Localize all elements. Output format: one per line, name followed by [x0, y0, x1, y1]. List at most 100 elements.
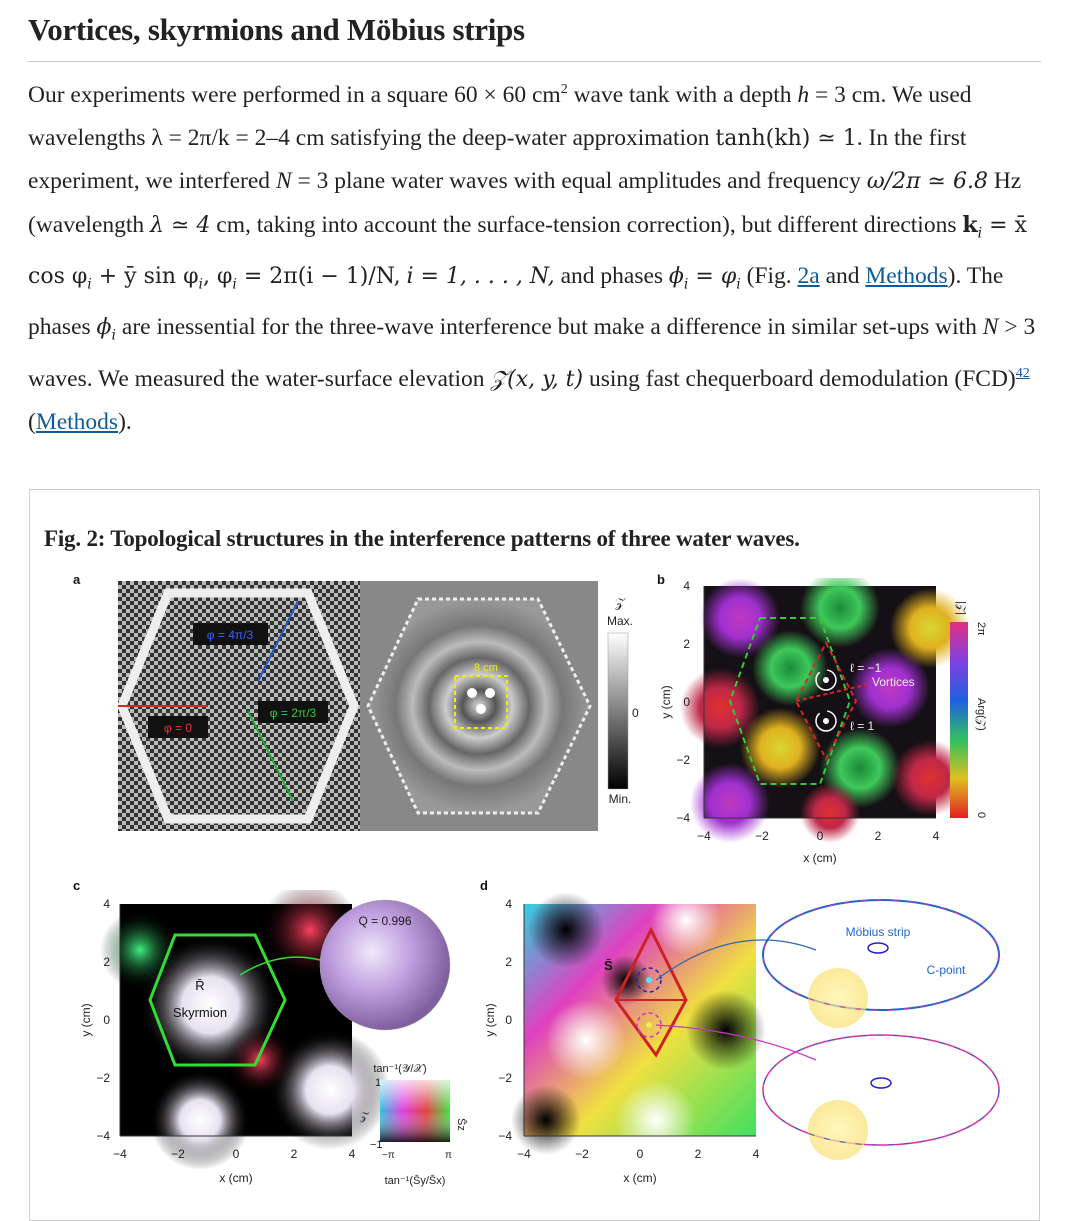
math-kdef: = x̄ cos φ	[28, 212, 1027, 290]
section-divider	[28, 61, 1041, 62]
panel-d-axes: −4 −2 0 2 4 x (cm) 4 2 0 −2 −4 y (cm)	[486, 897, 760, 1185]
phi-zero-label: φ = 0	[164, 721, 192, 735]
y-axis-label: y (cm)	[660, 685, 673, 718]
math-sub: i	[736, 276, 741, 293]
panel-b-plot: ℓ = −1 ℓ = 1 Vortices −4 −2 0 2 4 x (cm)…	[660, 578, 987, 865]
text-span: (Fig.	[740, 263, 798, 290]
scale-label: 8 cm	[474, 662, 498, 674]
legend-top-label: tan⁻¹(𝒴/𝒳)	[373, 1063, 426, 1075]
l-minus-label: ℓ = −1	[850, 661, 882, 675]
y-tick: 2	[505, 955, 512, 969]
y-tick: 2	[683, 637, 690, 651]
cpoint-label: C-point	[927, 963, 966, 977]
panel-b-label: b	[657, 572, 665, 587]
text-span: ). The phases	[28, 263, 1004, 341]
y-tick: 4	[505, 897, 512, 911]
legend-z: 𝒵̄	[360, 1111, 369, 1123]
text-span: and phases	[554, 263, 669, 290]
R-label: R̄	[195, 978, 204, 993]
x-axis-label: x (cm)	[623, 1171, 656, 1185]
reference-42-link[interactable]: 42	[1015, 365, 1030, 381]
legend-pi: π	[445, 1150, 452, 1161]
x-axis-label: x (cm)	[219, 1171, 252, 1185]
l-plus-label: ℓ = 1	[850, 719, 875, 733]
cb-zero: 0	[975, 812, 987, 818]
panel-c-axes: −4 −2 0 2 4 x (cm) 4 2 0 −2 −4 y (cm)	[80, 897, 356, 1185]
legend-bottom-label: tan⁻¹(S̄y/S̄x)	[385, 1174, 446, 1187]
figure-caption[interactable]: Fig. 2: Topological structures in the in…	[44, 526, 800, 551]
cb-abs-label: |𝒵|	[955, 601, 967, 615]
y-tick: −2	[498, 1071, 512, 1085]
y-tick: 0	[505, 1013, 512, 1027]
y-tick: −4	[96, 1129, 110, 1143]
methods-link[interactable]: Methods	[865, 263, 948, 290]
y-tick: −4	[498, 1129, 512, 1143]
y-tick: 4	[683, 579, 690, 593]
skyrmion-label: Skyrmion	[173, 1005, 227, 1020]
math-tanh: tanh(kh) ≃ 1	[715, 125, 857, 151]
text-span: = 3 plane water waves with equal amplitu…	[291, 168, 867, 195]
text-span: > 3 waves. We measured the water-surface…	[28, 314, 1036, 392]
cb-title: 𝒵	[615, 595, 626, 610]
cb-zero: 0	[632, 706, 639, 720]
legend-mpi: −π	[382, 1150, 395, 1161]
cb-2pi: 2π	[975, 622, 987, 636]
math-freq: ω/2π ≃ 6.8	[866, 169, 988, 195]
panel-b-axes: −4 −2 0 2 4 x (cm) 4 2 0 −2 −4 y (cm)	[660, 579, 940, 865]
cb-max: Max.	[607, 614, 633, 628]
legend-m1: −1	[370, 1139, 383, 1151]
math-sub: i	[198, 276, 203, 293]
panel-a-image: φ = 0 φ = 2π/3 φ = 4π/3 8 cm 𝒵 Max. 0 Mi…	[118, 581, 648, 831]
body-paragraph: Our experiments were performed in a squa…	[28, 74, 1040, 444]
methods-link-2[interactable]: Methods	[35, 409, 119, 436]
fig-2a-link[interactable]: 2a	[797, 263, 820, 290]
math-lambda4: λ ≃ 4	[150, 212, 211, 238]
cb-min: Min.	[609, 792, 632, 806]
math-kdef4: = 2π(i − 1)/N,	[236, 264, 401, 290]
panel-c-label: c	[73, 878, 81, 893]
math-sub: i	[977, 225, 983, 242]
math-kdef3: , φ	[202, 264, 233, 290]
S-label: S̄	[604, 958, 613, 973]
y-tick: 2	[103, 955, 110, 969]
math-sub: i	[232, 276, 237, 293]
text-span: are inessential for the three-wave inter…	[116, 314, 983, 341]
x-tick: −4	[697, 829, 711, 843]
math-N: N	[275, 168, 292, 195]
superscript: 2	[560, 82, 568, 98]
y-axis-label: y (cm)	[80, 1003, 93, 1036]
math-sub: i	[111, 328, 117, 345]
text-span: and	[819, 263, 866, 290]
cb-arg-label: Arg(𝒵)	[975, 698, 987, 731]
math-phi-i: ϕ	[96, 315, 112, 341]
panel-d-label: d	[480, 878, 488, 893]
math-h: h	[797, 82, 810, 108]
x-tick: −2	[755, 829, 769, 843]
text-span: = 3 cm. We used wavelengths	[28, 82, 972, 151]
x-tick: 2	[291, 1147, 298, 1161]
x-tick: 2	[875, 829, 882, 843]
y-tick: −2	[676, 753, 690, 767]
math-phi: ϕ	[668, 264, 684, 290]
x-tick: −2	[171, 1147, 185, 1161]
panel-a-label: a	[73, 572, 81, 587]
x-tick: 4	[933, 829, 940, 843]
x-tick: 4	[349, 1147, 356, 1161]
panel-d-plot: S̄ Möbius strip C-point −4 −2 0 2 4 x (c…	[486, 890, 1000, 1185]
x-tick: −4	[113, 1147, 127, 1161]
math-N: N	[982, 314, 999, 341]
mobius-label: Möbius strip	[846, 925, 911, 939]
x-tick: 0	[233, 1147, 240, 1161]
text-span: Our experiments were performed in a squa…	[28, 82, 561, 108]
math-phi2: = φ	[688, 264, 737, 290]
Q-label: Q = 0.996	[358, 914, 411, 928]
x-tick: −4	[517, 1147, 531, 1161]
math-kdef2: + ȳ sin φ	[91, 264, 199, 290]
x-tick: 4	[753, 1147, 760, 1161]
legend-sz: S̄z	[455, 1118, 468, 1131]
section-title: Vortices, skyrmions and Möbius strips	[28, 12, 525, 47]
text-span: . In the first experiment, we interfered	[28, 124, 967, 195]
math-lambda: λ = 2π/k = 2–4 cm	[151, 124, 325, 151]
vortices-label: Vortices	[872, 675, 915, 689]
x-tick: 0	[637, 1147, 644, 1161]
